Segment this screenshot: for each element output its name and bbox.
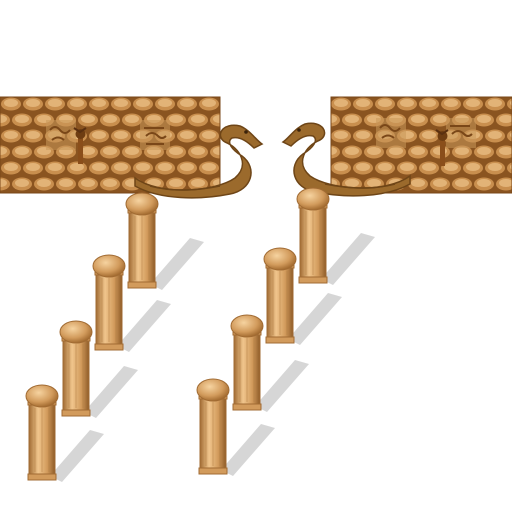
carved-glyph-icon — [140, 120, 170, 150]
pillar — [92, 254, 171, 352]
pillar-capital — [25, 384, 59, 408]
pillar — [296, 187, 375, 285]
torch-icon — [73, 127, 87, 164]
pillar-shadow — [117, 300, 171, 352]
pillar-shadow — [255, 360, 309, 412]
pillar-capital — [263, 247, 297, 271]
carved-glyph-icon — [376, 118, 406, 148]
pillar-base — [265, 336, 295, 344]
pillar-capital — [125, 192, 159, 216]
pillar-capital — [92, 254, 126, 278]
pillar-shadow — [221, 424, 275, 476]
pillar-shadow — [321, 233, 375, 285]
right-pillar-row — [196, 187, 375, 476]
pillar — [230, 314, 309, 412]
pillar-shadow — [150, 238, 204, 290]
pillar — [125, 192, 204, 290]
pillar-base — [27, 473, 57, 481]
pillar — [25, 384, 104, 482]
left-serpent-statue — [134, 124, 264, 199]
pillar-base — [232, 403, 262, 411]
torch-icon — [435, 129, 449, 166]
right-wall — [330, 96, 512, 194]
pillar-capital — [230, 314, 264, 338]
carved-glyph-icon — [446, 118, 476, 148]
pillar — [196, 378, 275, 476]
pillar-capital — [196, 378, 230, 402]
pillar-capital — [296, 187, 330, 211]
carved-glyph-icon — [46, 120, 76, 150]
pillar — [263, 247, 342, 345]
pillar-base — [298, 276, 328, 284]
pillar-base — [198, 467, 228, 475]
left-pillar-row — [25, 192, 204, 482]
pillar-shadow — [288, 293, 342, 345]
pillar-shadow — [84, 366, 138, 418]
pillar — [59, 320, 138, 418]
left-wall — [0, 96, 221, 194]
pillar-base — [94, 343, 124, 351]
pillar-base — [127, 281, 157, 289]
pillar-base — [61, 409, 91, 417]
pillar-capital — [59, 320, 93, 344]
pillar-shadow — [50, 430, 104, 482]
serpent-icon — [134, 124, 264, 199]
